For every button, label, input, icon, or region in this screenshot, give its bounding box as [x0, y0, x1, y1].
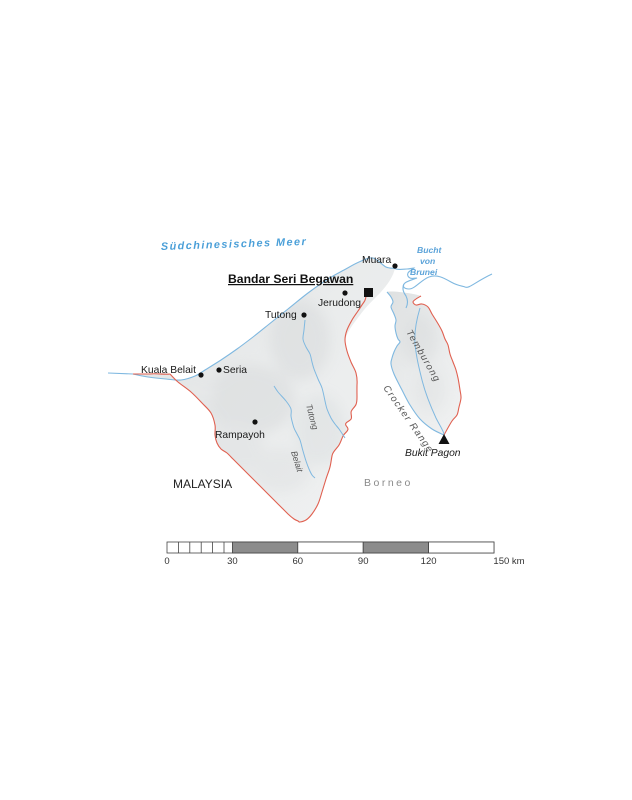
svg-text:Borneo: Borneo — [364, 477, 413, 489]
svg-text:Tutong: Tutong — [265, 310, 297, 321]
svg-text:60: 60 — [293, 556, 304, 567]
svg-text:120: 120 — [421, 556, 437, 567]
svg-text:0: 0 — [164, 556, 169, 567]
svg-text:90: 90 — [358, 556, 369, 567]
svg-text:Südchinesisches Meer: Südchinesisches Meer — [161, 236, 308, 253]
svg-text:Muara: Muara — [362, 255, 391, 266]
svg-text:Rampayoh: Rampayoh — [215, 430, 265, 441]
svg-text:von: von — [420, 256, 435, 266]
svg-text:Kuala Belait: Kuala Belait — [141, 365, 196, 376]
svg-text:Brunei: Brunei — [410, 267, 438, 277]
svg-text:150 km: 150 km — [493, 556, 524, 567]
svg-text:Jerudong: Jerudong — [318, 298, 361, 309]
svg-text:Bandar Seri Begawan: Bandar Seri Begawan — [228, 272, 353, 286]
svg-text:Bucht: Bucht — [417, 245, 442, 255]
svg-text:MALAYSIA: MALAYSIA — [173, 477, 232, 491]
svg-text:Seria: Seria — [223, 365, 247, 376]
svg-text:30: 30 — [227, 556, 238, 567]
